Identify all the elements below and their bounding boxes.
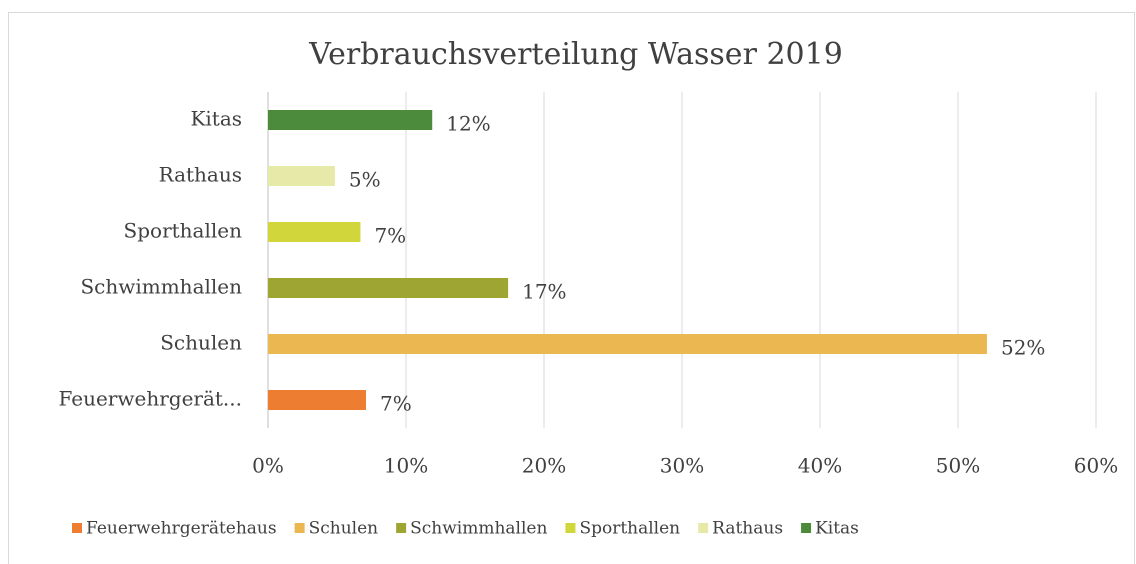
x-tick-label: 30% [660,454,704,478]
y-tick-label: Feuerwehrgerät... [58,387,242,411]
bar [268,390,366,410]
legend-label: Rathaus [712,519,783,539]
legend-label: Sporthallen [579,519,680,539]
bar [268,334,987,354]
data-label: 7% [374,224,406,248]
legend-swatch [565,523,576,533]
x-tick-label: 20% [522,454,566,478]
y-tick-label: Rathaus [159,163,242,187]
legend-label: Feuerwehrgerätehaus [86,519,277,539]
bar [268,222,361,242]
chart-border [8,12,1135,564]
data-label: 12% [446,112,490,136]
chart-title: Verbrauchsverteilung Wasser 2019 [308,37,843,72]
x-tick-label: 50% [936,454,980,478]
bar [268,166,335,186]
y-tick-label: Schwimmhallen [80,275,242,299]
y-tick-label: Sporthallen [124,219,243,243]
legend-swatch [698,523,709,533]
x-tick-label: 60% [1074,454,1118,478]
bar [268,110,433,130]
bar [268,278,509,298]
legend-swatch [801,523,812,533]
legend-swatch [396,523,407,533]
x-tick-label: 40% [798,454,842,478]
legend-label: Schulen [309,519,379,539]
legend-label: Schwimmhallen [410,519,547,539]
y-tick-label: Kitas [190,107,242,131]
legend-swatch [294,523,305,533]
legend-label: Kitas [815,519,859,539]
data-label: 17% [522,280,566,304]
y-tick-label: Schulen [160,331,242,355]
data-label: 52% [1001,336,1045,360]
x-tick-label: 10% [384,454,428,478]
data-label: 7% [380,392,412,416]
legend-swatch [72,523,82,533]
x-tick-label: 0% [252,454,284,478]
data-label: 5% [349,168,381,192]
